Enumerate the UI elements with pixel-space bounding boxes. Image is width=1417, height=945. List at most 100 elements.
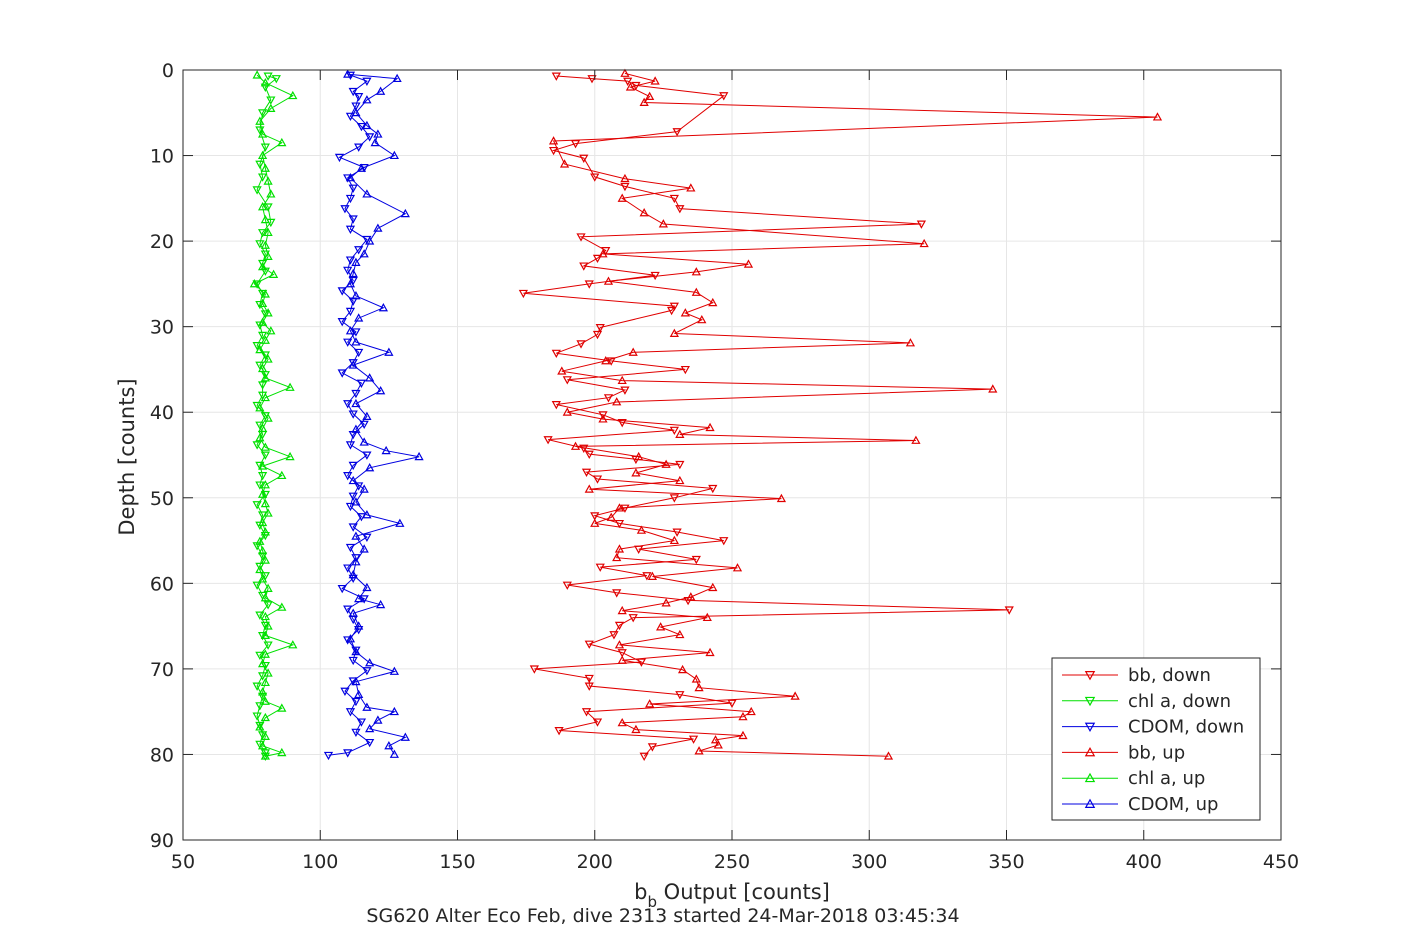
legend-marker-cdom-up [1084,798,1096,808]
data-point-cdom-up [373,715,383,724]
data-point-bb-up [601,356,611,365]
data-point-cdom-up [381,445,391,455]
data-point-bb-down [617,649,627,658]
data-point-cdom-up [362,510,372,519]
series-cdom-up [343,69,424,758]
data-point-chl-a-up [255,433,265,442]
data-point-bb-up [548,136,559,145]
data-point-bb-up [617,655,627,664]
data-point-bb-up [612,552,622,562]
data-point-bb-up [634,451,644,461]
data-point-cdom-up [351,398,361,408]
data-point-chl-a-down [257,472,268,481]
x-tick-label: 250 [714,851,750,873]
legend-label-bb-up: bb, up [1128,742,1185,763]
data-point-chl-a-down [271,75,281,84]
data-point-chl-a-down [257,173,268,182]
data-point-bb-down [590,512,600,521]
data-point-bb-down [708,484,718,494]
data-point-bb-down [691,555,701,565]
data-point-cdom-down [348,87,358,97]
data-point-chl-a-up [277,703,287,712]
data-point-bb-down [727,699,737,708]
data-point-chl-a-down [257,331,268,341]
data-point-cdom-down [343,749,353,758]
data-point-cdom-down [337,584,347,594]
data-point-chl-a-down [260,351,270,360]
data-point-cdom-down [359,595,369,604]
data-point-chl-a-down [260,490,270,500]
data-point-bb-up [658,219,668,228]
data-point-chl-a-up [260,392,270,402]
data-point-cdom-down [337,287,347,296]
data-point-cdom-down [348,492,358,501]
data-point-chl-a-down [260,83,270,92]
data-point-bb-down [595,324,605,333]
data-point-chl-a-down [252,712,262,721]
data-point-chl-a-up [257,298,268,308]
data-point-cdom-up [362,120,372,130]
data-point-chl-a-up [257,687,268,696]
data-point-chl-a-down [257,632,268,641]
data-point-bb-up [905,338,916,347]
y-tick-label: 30 [150,317,174,339]
data-point-bb-down [1004,606,1014,615]
data-point-bb-down [592,718,603,727]
data-point-cdom-down [343,472,353,481]
data-point-bb-down [669,302,679,311]
data-point-chl-a-down [263,601,273,610]
data-point-cdom-up [345,326,356,335]
data-point-chl-a-up [285,382,295,391]
data-point-chl-a-up [260,289,270,298]
data-point-bb-up [661,598,671,607]
legend-marker-chl-a-down [1084,696,1096,707]
data-point-chl-a-up [277,602,287,611]
data-point-bb-down [584,640,594,649]
data-point-chl-a-down [263,72,273,81]
data-point-cdom-down [345,112,356,122]
data-point-cdom-down [340,687,350,696]
data-point-chl-a-down [266,96,276,105]
data-point-chl-a-up [288,640,298,649]
data-point-cdom-up [378,303,389,312]
data-point-chl-a-up [255,722,265,731]
data-point-bb-up [661,459,671,468]
data-point-bb-up [645,91,655,101]
data-point-bb-up [677,664,688,674]
data-point-bb-down [518,289,528,299]
data-point-chl-a-up [260,677,270,687]
data-point-bb-up [691,267,701,276]
data-point-cdom-up [354,689,364,699]
legend-marker-cdom-down [1084,722,1096,733]
data-point-chl-a-up [260,731,270,740]
data-point-chl-a-down [255,461,265,471]
x-tick-label: 50 [171,851,195,873]
x-axis-label-subscript: b [647,893,657,911]
data-point-chl-a-up [260,373,270,382]
data-point-bb-up [620,68,630,77]
data-point-cdom-up [362,189,372,198]
data-point-cdom-up [354,593,364,603]
data-point-cdom-down [354,93,364,102]
data-point-cdom-up [389,150,399,160]
data-point-cdom-down [348,215,358,224]
data-point-chl-a-down [252,186,262,195]
data-point-cdom-up [351,531,361,540]
data-point-cdom-up [343,69,353,78]
series-bb-up [548,68,1163,760]
data-point-chl-a-up [257,261,268,271]
x-tick-label: 300 [851,851,887,873]
data-point-chl-a-up [260,593,270,602]
data-point-bb-up [694,682,704,692]
x-tick-label: 400 [1126,851,1162,873]
data-point-cdom-down [345,256,356,265]
data-point-bb-up [708,582,718,592]
data-point-chl-a-up [263,668,273,677]
data-point-bb-up [738,730,748,740]
data-point-cdom-up [365,462,375,472]
data-point-cdom-down [362,667,372,676]
data-point-bb-down [592,475,603,484]
data-point-bb-down [675,691,685,700]
data-point-bb-down [666,306,677,316]
data-point-chl-a-up [255,116,265,125]
